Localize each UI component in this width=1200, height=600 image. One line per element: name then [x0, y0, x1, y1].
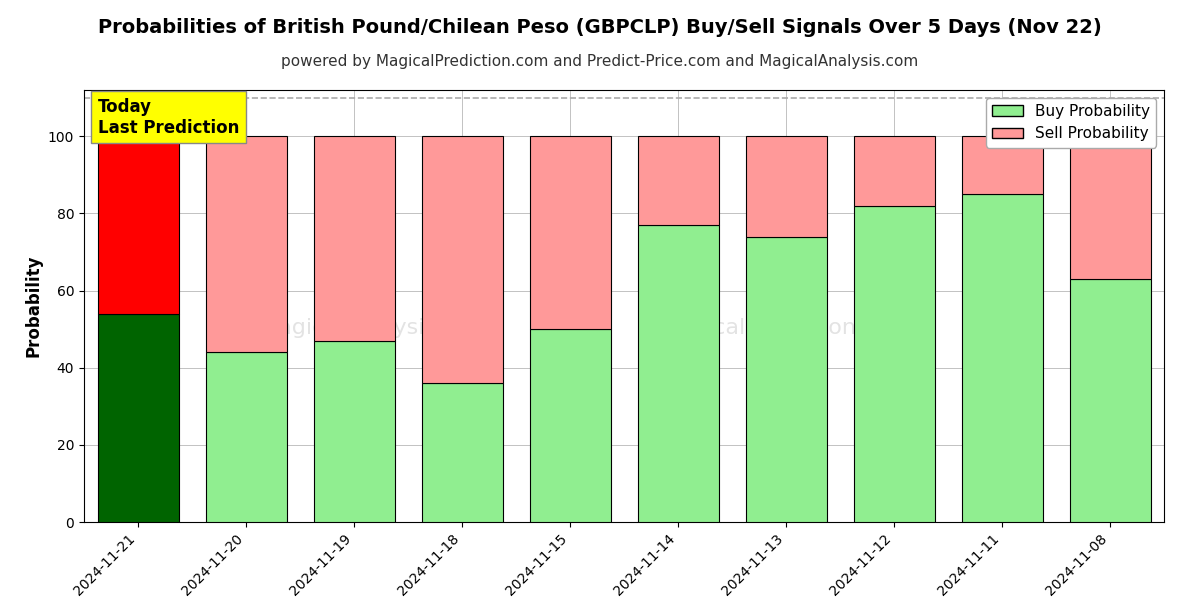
Bar [421, 383, 503, 522]
Legend: Buy Probability, Sell Probability: Buy Probability, Sell Probability [986, 98, 1157, 148]
Bar [961, 136, 1043, 194]
Bar [1069, 136, 1151, 279]
Bar [637, 136, 719, 225]
Bar [421, 136, 503, 383]
Y-axis label: Probability: Probability [24, 255, 42, 357]
Bar [313, 136, 395, 341]
Text: Today
Last Prediction: Today Last Prediction [97, 98, 239, 137]
Bar [205, 136, 287, 352]
Text: MagicalPrediction.com: MagicalPrediction.com [661, 317, 911, 338]
Text: Probabilities of British Pound/Chilean Peso (GBPCLP) Buy/Sell Signals Over 5 Day: Probabilities of British Pound/Chilean P… [98, 18, 1102, 37]
Bar [97, 314, 179, 522]
Bar [529, 329, 611, 522]
Bar [961, 194, 1043, 522]
Bar [205, 352, 287, 522]
Bar [853, 136, 935, 206]
Bar [97, 136, 179, 314]
Text: MagicalAnalysis.com: MagicalAnalysis.com [259, 317, 492, 338]
Bar [745, 236, 827, 522]
Bar [1069, 279, 1151, 522]
Bar [745, 136, 827, 236]
Bar [637, 225, 719, 522]
Text: powered by MagicalPrediction.com and Predict-Price.com and MagicalAnalysis.com: powered by MagicalPrediction.com and Pre… [281, 54, 919, 69]
Bar [529, 136, 611, 329]
Bar [853, 206, 935, 522]
Bar [313, 341, 395, 522]
